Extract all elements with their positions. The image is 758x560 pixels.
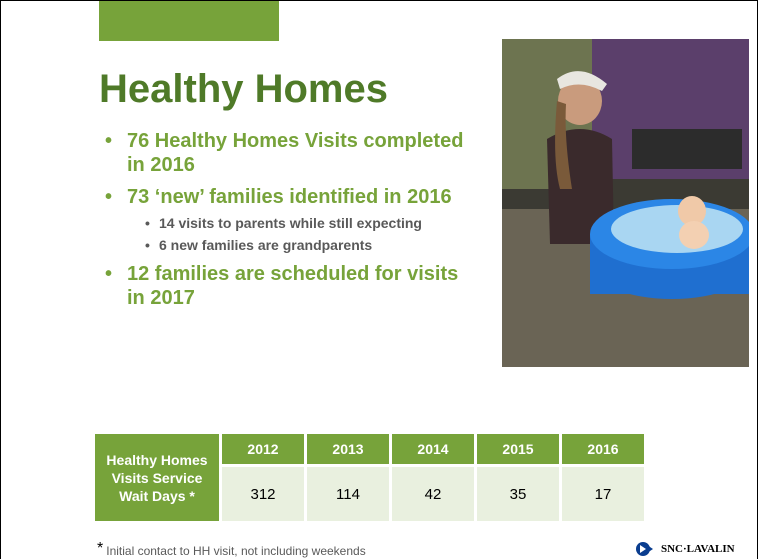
- footnote-text: Initial contact to HH visit, not includi…: [106, 544, 365, 558]
- wait-days-table: Healthy Homes Visits Service Wait Days *…: [92, 431, 647, 524]
- value-cell: 42: [392, 467, 474, 521]
- bullet-text: 76 Healthy Homes Visits completed in 201…: [127, 130, 463, 176]
- bullet: 73 ‘new’ families identified in 2016 14 v…: [101, 185, 481, 254]
- bullet: 12 families are scheduled for visits in …: [101, 262, 481, 310]
- column-header: 2013: [307, 434, 389, 464]
- slide: Healthy Homes 76 Healthy Homes Visits co…: [0, 0, 758, 559]
- value-cell: 17: [562, 467, 644, 521]
- logo: SNC·LAVALIN: [635, 541, 735, 557]
- value-cell: 312: [222, 467, 304, 521]
- logo-text: SNC·LAVALIN: [661, 543, 735, 555]
- footnote: *Initial contact to HH visit, not includ…: [97, 540, 366, 558]
- title: Healthy Homes: [99, 67, 388, 112]
- bullet-text: 73 ‘new’ families identified in 2016: [127, 186, 452, 208]
- sub-bullet: 14 visits to parents while still expecti…: [127, 215, 481, 232]
- row-header: Healthy Homes Visits Service Wait Days *: [95, 434, 219, 521]
- sub-bullet-list: 14 visits to parents while still expecti…: [127, 215, 481, 254]
- page: Healthy Homes 76 Healthy Homes Visits co…: [0, 0, 758, 560]
- bullet: 76 Healthy Homes Visits completed in 201…: [101, 129, 481, 177]
- column-header: 2014: [392, 434, 474, 464]
- value-cell: 114: [307, 467, 389, 521]
- column-header: 2015: [477, 434, 559, 464]
- bullet-text: 12 families are scheduled for visits in …: [127, 263, 458, 309]
- sub-bullet: 6 new families are grandparents: [127, 237, 481, 254]
- column-header: 2012: [222, 434, 304, 464]
- column-header: 2016: [562, 434, 644, 464]
- photo: [502, 39, 749, 367]
- accent-bar: [99, 1, 279, 41]
- logo-icon: [635, 541, 657, 557]
- value-cell: 35: [477, 467, 559, 521]
- bullet-list: 76 Healthy Homes Visits completed in 201…: [101, 129, 481, 318]
- footnote-marker: *: [97, 540, 103, 557]
